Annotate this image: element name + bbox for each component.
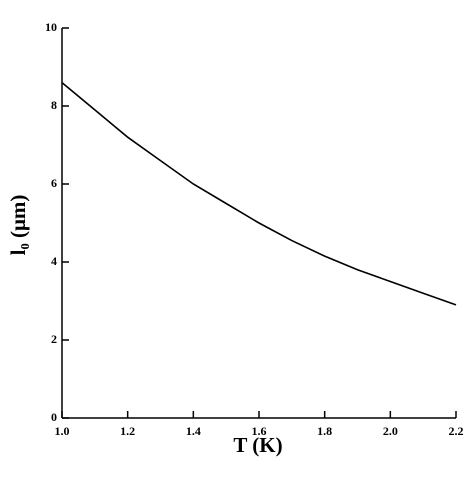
y-tick-label: 4 bbox=[51, 254, 57, 268]
x-tick-label: 1.8 bbox=[317, 424, 332, 438]
x-tick-label: 2.0 bbox=[383, 424, 398, 438]
y-tick-label: 0 bbox=[51, 410, 57, 424]
x-tick-label: 1.6 bbox=[252, 424, 267, 438]
y-tick-label: 8 bbox=[51, 98, 57, 112]
y-tick-label: 6 bbox=[51, 176, 57, 190]
x-tick-label: 1.2 bbox=[120, 424, 135, 438]
y-axis-label: l₀ (μm) bbox=[6, 195, 30, 256]
data-line bbox=[61, 81, 457, 306]
x-tick-label: 1.4 bbox=[186, 424, 201, 438]
y-tick-label: 2 bbox=[51, 332, 57, 346]
y-tick-label: 10 bbox=[45, 20, 57, 34]
x-axis-label: T (K) bbox=[233, 433, 282, 457]
x-tick-label: 1.0 bbox=[55, 424, 70, 438]
x-tick-label: 2.2 bbox=[449, 424, 464, 438]
